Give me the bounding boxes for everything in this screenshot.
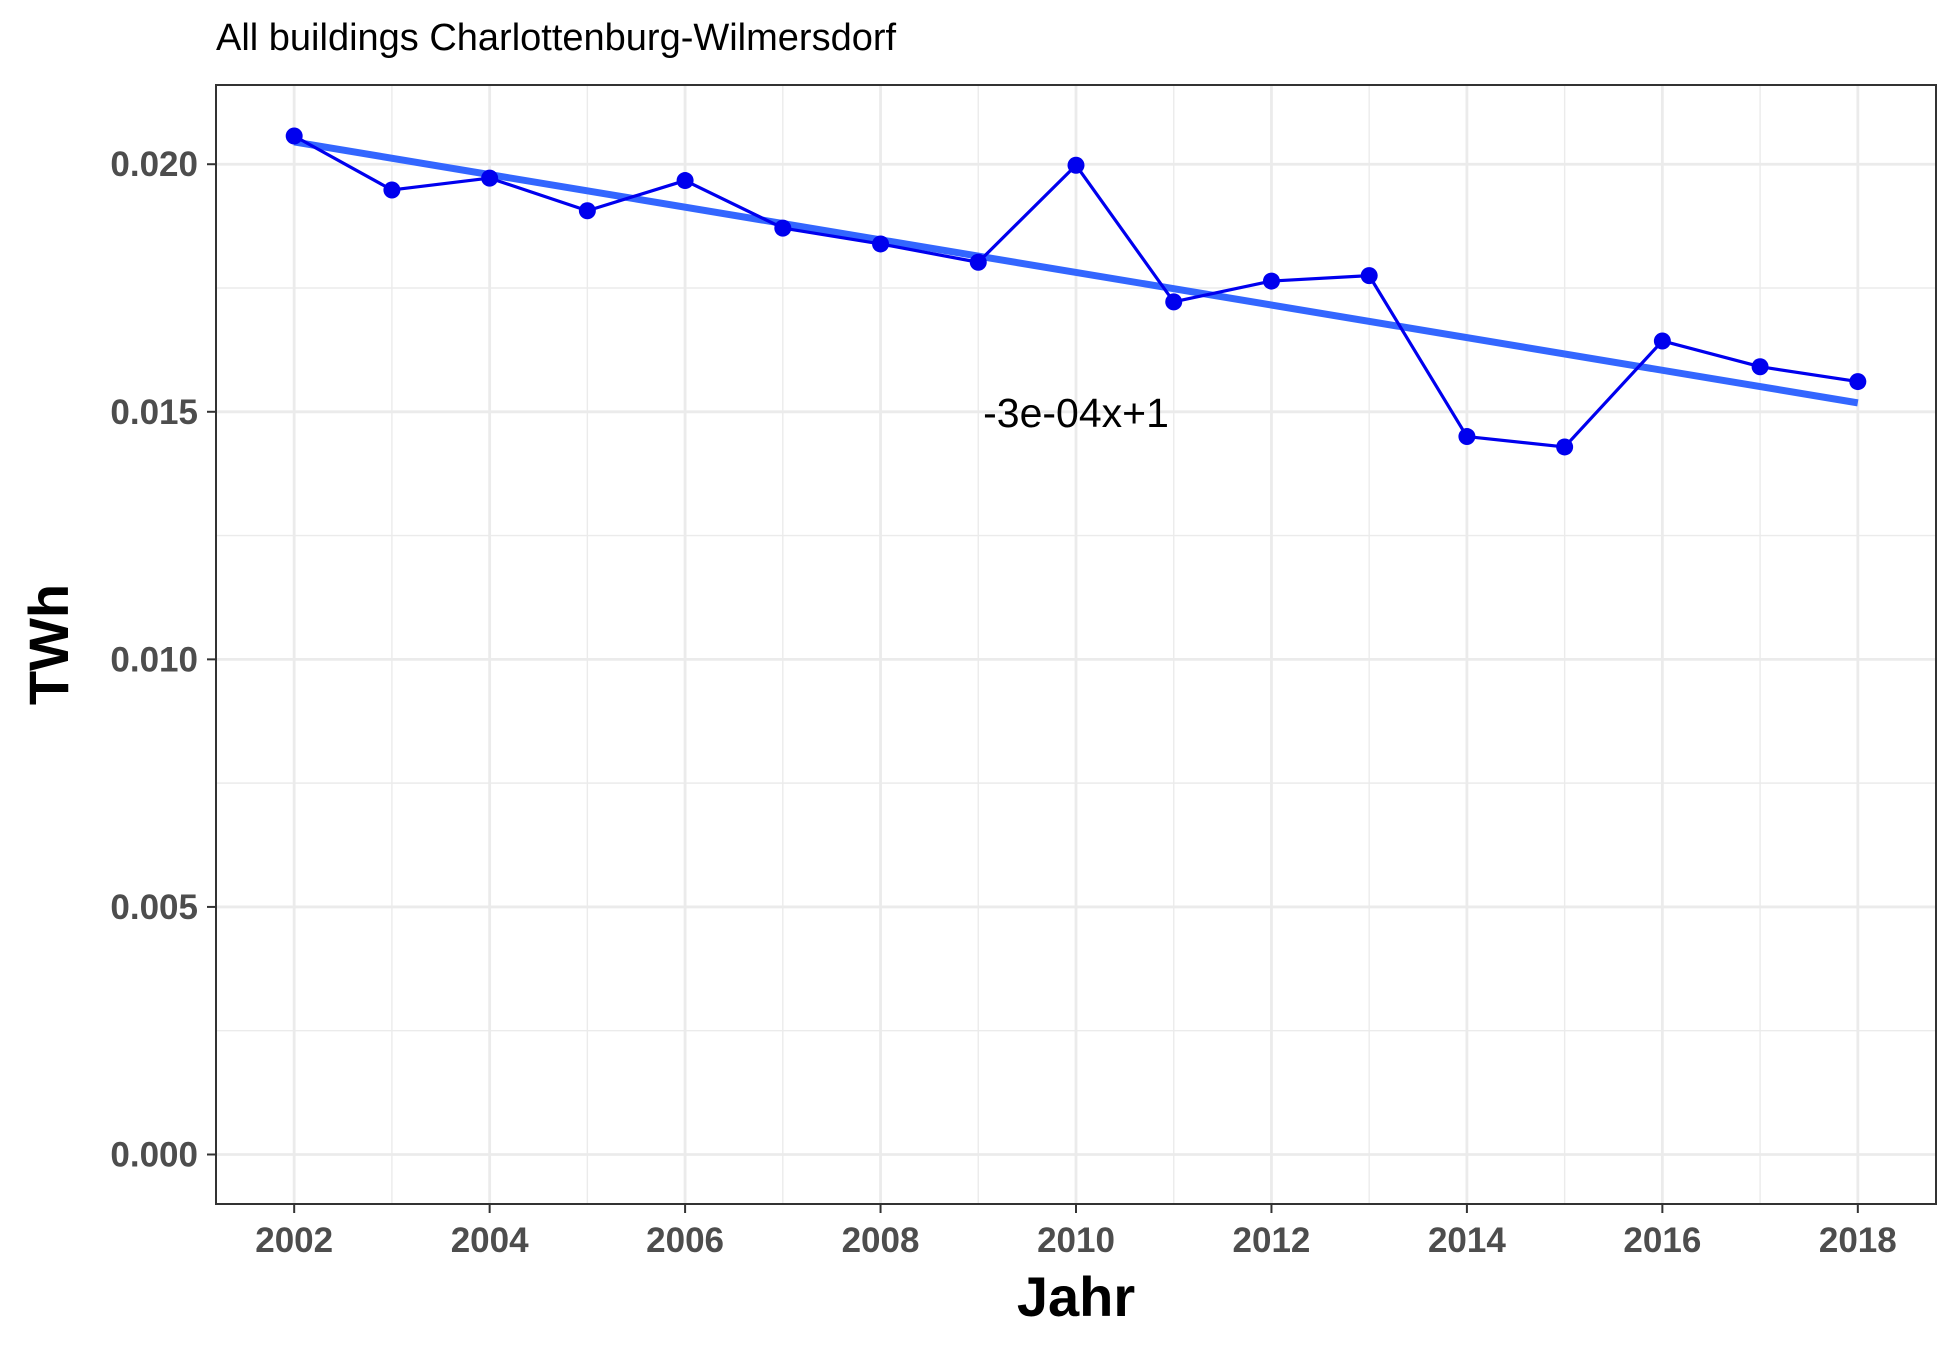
y-tick-label: 0.000	[110, 1135, 198, 1174]
data-point	[481, 169, 499, 187]
data-point	[969, 253, 987, 271]
x-tick-label: 2012	[1233, 1221, 1311, 1260]
x-tick-label: 2016	[1623, 1221, 1701, 1260]
x-tick-label: 2008	[842, 1221, 920, 1260]
y-tick-label: 0.015	[110, 393, 198, 432]
data-point	[1849, 373, 1867, 391]
x-tick-label: 2006	[646, 1221, 724, 1260]
trend-layer	[293, 138, 1859, 407]
data-point	[676, 172, 694, 190]
data-point	[1653, 332, 1671, 350]
equation-annotation: -3e-04x+1	[983, 390, 1169, 436]
data-point	[1262, 272, 1280, 290]
data-point	[1751, 358, 1769, 376]
chart-title: All buildings Charlottenburg-Wilmersdorf	[216, 17, 896, 59]
data-point	[383, 181, 401, 199]
data-point	[1360, 267, 1378, 285]
data-point	[774, 219, 792, 237]
x-tick-label: 2018	[1819, 1221, 1897, 1260]
x-axis-title: Jahr	[1017, 1265, 1135, 1328]
x-tick-label: 2014	[1428, 1221, 1506, 1260]
series-layer	[285, 127, 1867, 456]
data-point	[1067, 156, 1085, 174]
y-tick-label: 0.010	[110, 640, 198, 679]
data-point	[285, 127, 303, 145]
x-tick-label: 2010	[1037, 1221, 1115, 1260]
axis-layer: 2002 2004 2006 2008 2010 2012 2014 2016 2018 0.00…	[110, 145, 1896, 1260]
data-point	[1458, 428, 1476, 446]
x-tick-label: 2004	[451, 1221, 529, 1260]
data-point	[1165, 293, 1183, 311]
data-point	[1556, 438, 1574, 456]
data-point	[872, 235, 890, 253]
y-tick-label: 0.020	[110, 145, 198, 184]
y-tick-label: 0.005	[110, 888, 198, 927]
data-point	[578, 202, 596, 220]
y-axis-title: TWh	[17, 584, 80, 705]
trend-line	[293, 138, 1859, 407]
annotation-layer: -3e-04x+1	[983, 390, 1169, 436]
x-tick-label: 2002	[255, 1221, 333, 1260]
grid-layer	[216, 85, 1936, 1204]
